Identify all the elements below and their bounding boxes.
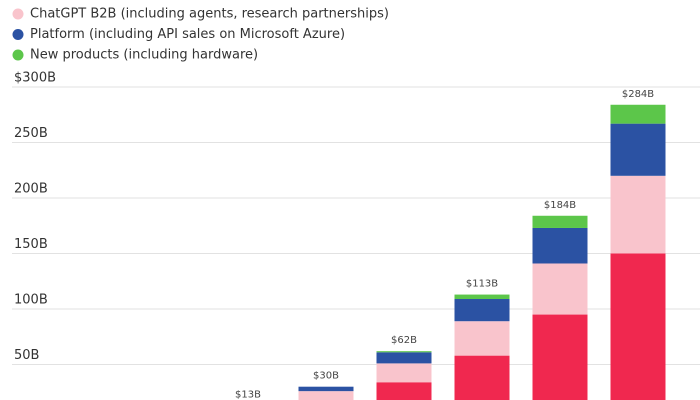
- total-label: $13B: [235, 390, 261, 400]
- legend-label: New products (including hardware): [30, 48, 258, 63]
- y-tick-label: 250B: [14, 126, 48, 141]
- bar-segment: [376, 352, 432, 364]
- bar-segment: [298, 386, 354, 392]
- bar-segment: [610, 175, 666, 254]
- legend-swatch: [12, 29, 24, 40]
- legend-swatch: [12, 49, 24, 61]
- bar-segment: [454, 299, 510, 322]
- y-tick-label: 200B: [14, 182, 48, 197]
- total-label: $284B: [622, 89, 654, 100]
- bar-segment: [376, 382, 432, 400]
- legend-label: Platform (including API sales on Microso…: [30, 27, 345, 42]
- bar-segment: [532, 263, 588, 315]
- bar-segment: [376, 363, 432, 383]
- bar-segment: [610, 253, 666, 400]
- y-tick-label: 150B: [14, 237, 48, 252]
- total-label: $113B: [466, 279, 498, 290]
- bar-segment: [532, 314, 588, 400]
- legend-label: ChatGPT B2B (including agents, research …: [30, 7, 389, 22]
- bar-segment: [454, 294, 510, 300]
- y-tick-label: 100B: [14, 293, 48, 308]
- bar-segment: [454, 321, 510, 356]
- y-tick-label: 50B: [14, 348, 39, 363]
- total-label: $30B: [313, 371, 339, 382]
- legend-swatch: [12, 8, 24, 20]
- bar-segment: [532, 215, 588, 228]
- bar-segment: [298, 391, 354, 400]
- total-label: $184B: [544, 200, 576, 211]
- total-label: $62B: [391, 335, 417, 346]
- bar-segment: [532, 227, 588, 264]
- bar-segment: [610, 123, 666, 176]
- bar-segment: [376, 351, 432, 353]
- bar-segment: [454, 355, 510, 400]
- y-tick-label: $300B: [14, 71, 56, 86]
- bar-segment: [610, 104, 666, 124]
